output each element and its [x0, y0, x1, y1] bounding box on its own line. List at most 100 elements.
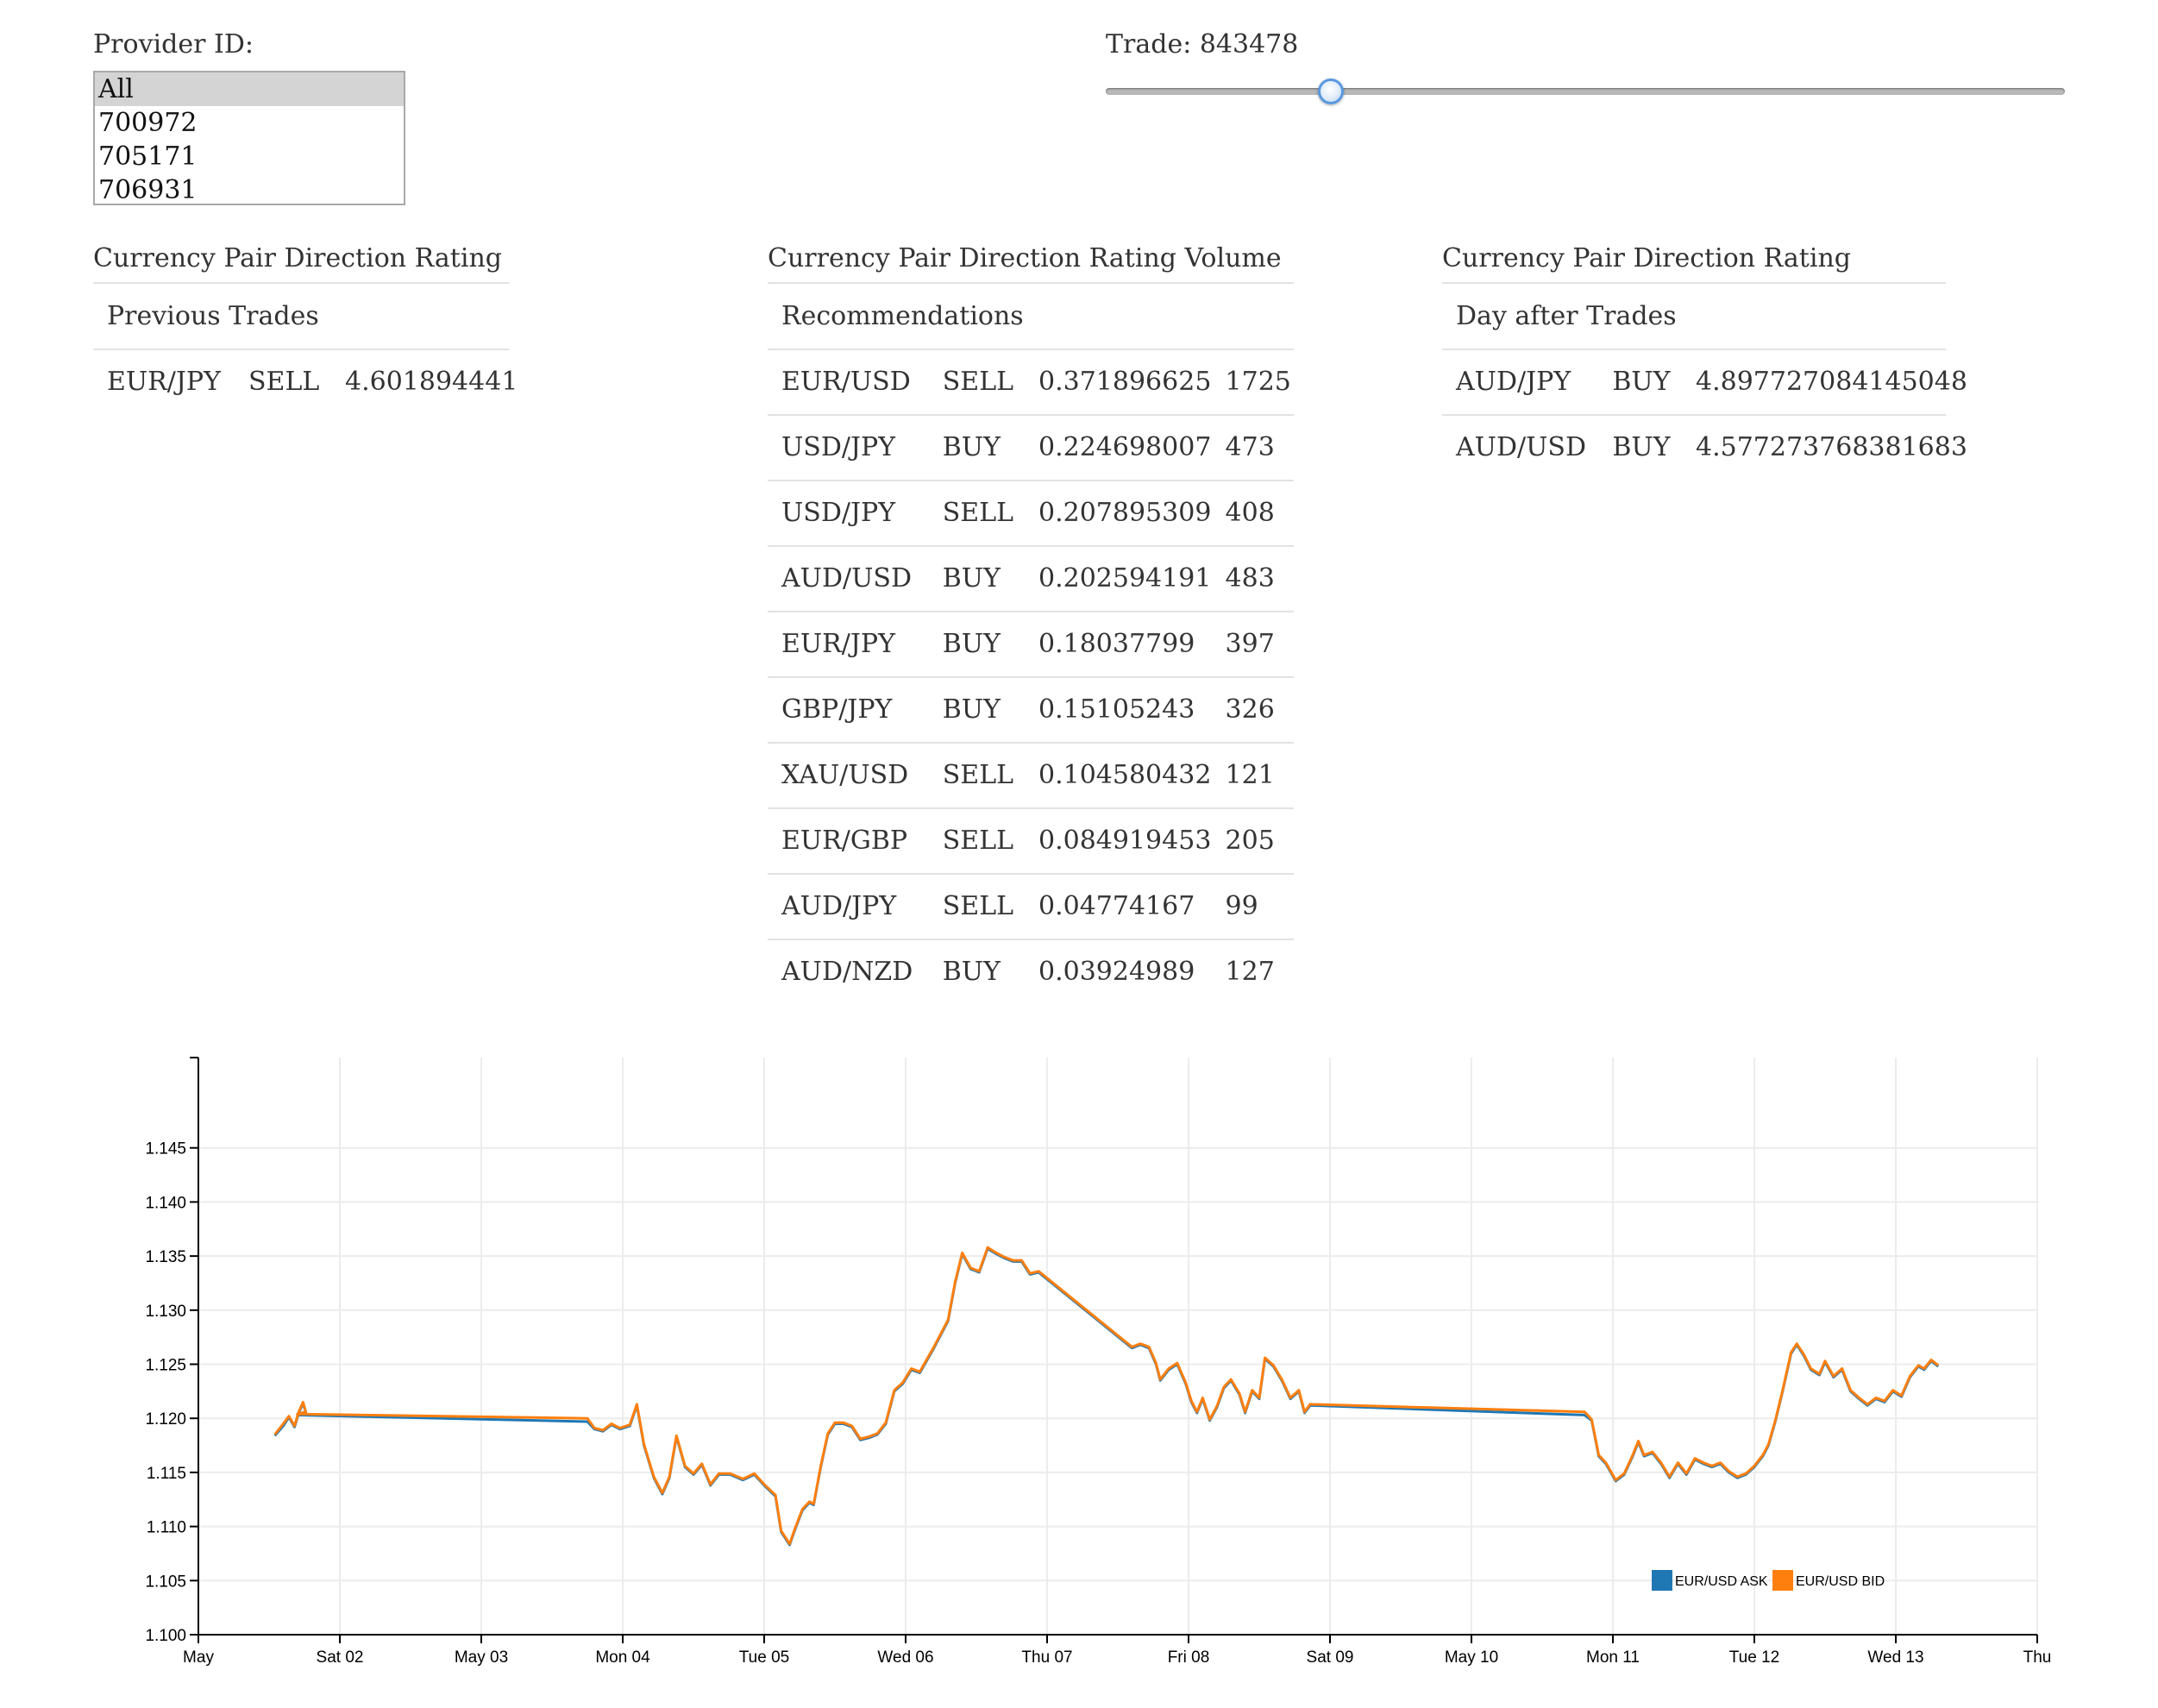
- day-after-trades-subtitle: Day after Trades: [1442, 284, 1946, 350]
- cell-direction: SELL: [942, 498, 1014, 528]
- cell-volume: 483: [1225, 563, 1275, 593]
- cell-pair: AUD/NZD: [781, 957, 913, 987]
- x-tick-label: Sat 09: [1307, 1648, 1354, 1667]
- cell-rating: 0.15105243: [1038, 694, 1195, 725]
- provider-id-select[interactable]: All 700972 705171 706931: [93, 71, 405, 205]
- provider-id-label: Provider ID:: [93, 29, 254, 60]
- day-after-trades-title: Currency Pair Direction Rating: [1442, 243, 1946, 284]
- cell-pair: EUR/USD: [781, 367, 911, 397]
- table-row: USD/JPY SELL 0.207895309 408: [768, 481, 1294, 547]
- cell-volume: 1725: [1225, 367, 1291, 397]
- y-tick-label: 1.145: [145, 1140, 186, 1159]
- trade-label: Trade: 843478: [1106, 29, 1299, 60]
- cell-rating: 0.207895309: [1038, 498, 1212, 528]
- cell-direction: SELL: [942, 760, 1014, 790]
- x-tick-label: Sat 02: [317, 1648, 364, 1667]
- legend-label: EUR/USD BID: [1796, 1574, 1885, 1589]
- y-tick-label: 1.110: [147, 1519, 186, 1537]
- provider-option[interactable]: 705171: [98, 141, 198, 172]
- x-tick-label: Mon 04: [595, 1648, 650, 1667]
- x-tick-label: May 10: [1445, 1648, 1498, 1667]
- provider-option[interactable]: All: [95, 72, 404, 106]
- cell-direction: BUY: [942, 694, 1001, 725]
- table-row: AUD/JPY SELL 0.04774167 99: [768, 875, 1294, 940]
- cell-rating: 0.18037799: [1038, 629, 1195, 659]
- x-tick-label: May: [183, 1648, 214, 1667]
- cell-rating: 0.224698007: [1038, 432, 1212, 462]
- cell-direction: BUY: [942, 432, 1001, 462]
- y-tick-label: 1.125: [145, 1357, 186, 1375]
- recommendations-subtitle: Recommendations: [768, 284, 1294, 350]
- legend-swatch: [1652, 1570, 1672, 1591]
- table-row: EUR/JPY BUY 0.18037799 397: [768, 612, 1294, 678]
- table-row: AUD/USD BUY 0.202594191 483: [768, 547, 1294, 612]
- cell-pair: USD/JPY: [781, 432, 896, 462]
- y-tick-label: 1.115: [147, 1465, 186, 1483]
- cell-pair: USD/JPY: [781, 498, 896, 528]
- series-line-bid: [273, 1246, 1940, 1546]
- provider-option[interactable]: 706931: [98, 175, 198, 205]
- x-tick-label: Thu 07: [1021, 1648, 1072, 1667]
- cell-direction: SELL: [248, 367, 320, 397]
- cell-direction: BUY: [942, 629, 1001, 659]
- cell-direction: BUY: [1612, 367, 1671, 397]
- y-tick-label: 1.135: [145, 1248, 186, 1266]
- cell-direction: SELL: [942, 826, 1014, 856]
- cell-direction: BUY: [942, 957, 1001, 987]
- cell-direction: SELL: [942, 891, 1014, 921]
- y-tick-label: 1.120: [145, 1410, 186, 1429]
- day-after-trades-table: Currency Pair Direction Rating Day after…: [1442, 243, 1967, 480]
- table-row: XAU/USD SELL 0.104580432 121: [768, 744, 1294, 809]
- cell-direction: SELL: [942, 367, 1014, 397]
- legend-label: EUR/USD ASK: [1675, 1574, 1768, 1589]
- cell-rating: 4.577273768381683: [1696, 432, 1967, 462]
- y-tick-label: 1.140: [145, 1194, 186, 1212]
- x-tick-label: Tue 05: [739, 1648, 789, 1667]
- cell-pair: AUD/USD: [781, 563, 912, 593]
- cell-rating: 0.202594191: [1038, 563, 1212, 593]
- cell-pair: XAU/USD: [781, 760, 909, 790]
- provider-option[interactable]: 700972: [98, 108, 198, 138]
- table-row: AUD/USD BUY 4.577273768381683: [1442, 416, 1967, 480]
- trade-slider-thumb[interactable]: [1318, 78, 1345, 104]
- cell-pair: AUD/JPY: [1456, 367, 1571, 397]
- cell-pair: AUD/JPY: [781, 891, 897, 921]
- cell-volume: 205: [1225, 826, 1275, 856]
- table-row: EUR/JPY SELL 4.601894441: [93, 350, 518, 414]
- cell-rating: 0.084919453: [1038, 826, 1212, 856]
- cell-volume: 397: [1225, 629, 1275, 659]
- x-tick-label: Wed 13: [1867, 1648, 1923, 1667]
- cell-pair: EUR/JPY: [107, 367, 221, 397]
- previous-trades-title: Currency Pair Direction Rating: [93, 243, 509, 284]
- cell-volume: 408: [1225, 498, 1275, 528]
- table-row: USD/JPY BUY 0.224698007 473: [768, 416, 1294, 481]
- x-tick-label: May 03: [455, 1648, 508, 1667]
- previous-trades-table: Currency Pair Direction Rating Previous …: [93, 243, 518, 414]
- y-tick-label: 1.130: [145, 1303, 186, 1321]
- cell-pair: GBP/JPY: [781, 694, 893, 725]
- x-tick-label: Thu: [2023, 1648, 2052, 1667]
- recommendations-table: Currency Pair Direction Rating Volume Re…: [768, 243, 1294, 1004]
- cell-pair: EUR/GBP: [781, 826, 908, 856]
- cell-volume: 326: [1225, 694, 1275, 725]
- y-tick-label: 1.100: [145, 1627, 186, 1645]
- previous-trades-subtitle: Previous Trades: [93, 284, 509, 350]
- eurusd-line-chart: May Sat 02 May 03 Mon 04 Tue 05 Wed 06 Thu 07 F…: [145, 1057, 2052, 1667]
- cell-rating: 0.04774167: [1038, 891, 1195, 921]
- cell-volume: 99: [1225, 891, 1258, 921]
- x-tick-label: Mon 11: [1586, 1648, 1640, 1667]
- cell-rating: 0.03924989: [1038, 957, 1195, 987]
- cell-volume: 473: [1225, 432, 1275, 462]
- cell-rating: 0.104580432: [1038, 760, 1212, 790]
- table-row: AUD/NZD BUY 0.03924989 127: [768, 940, 1294, 1004]
- series-line-ask: [273, 1246, 1940, 1547]
- cell-rating: 4.601894441: [345, 367, 518, 397]
- cell-volume: 121: [1225, 760, 1275, 790]
- cell-volume: 127: [1225, 957, 1275, 987]
- trade-slider-track[interactable]: [1106, 88, 2065, 95]
- recommendations-title: Currency Pair Direction Rating Volume: [768, 243, 1294, 284]
- cell-pair: AUD/USD: [1456, 432, 1586, 462]
- x-tick-label: Wed 06: [877, 1648, 933, 1667]
- y-tick-label: 1.105: [145, 1573, 186, 1591]
- table-row: GBP/JPY BUY 0.15105243 326: [768, 678, 1294, 744]
